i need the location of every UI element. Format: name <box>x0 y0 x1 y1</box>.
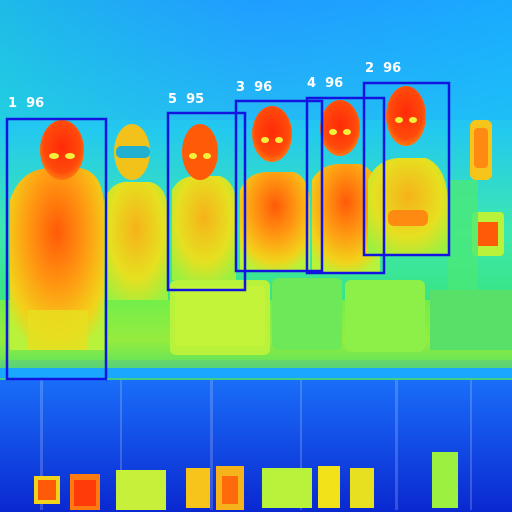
person-2 <box>368 86 448 254</box>
person-5 <box>172 124 236 280</box>
person-unlabeled <box>104 124 168 300</box>
detection-label: 1 96 <box>8 96 44 111</box>
detection-box <box>5 117 108 381</box>
detection-label: 3 96 <box>236 80 272 95</box>
detection-5: 5 95 <box>166 92 247 292</box>
detection-box <box>234 99 324 273</box>
detection-3: 3 96 <box>234 80 324 273</box>
detection-4: 4 96 <box>305 76 386 275</box>
equipment-right <box>448 120 504 290</box>
detection-box <box>305 96 386 275</box>
detection-overlay: 1 96 5 95 3 96 4 96 2 96 <box>5 61 451 381</box>
detection-2: 2 96 <box>362 61 451 257</box>
detection-box <box>166 111 247 292</box>
detection-box <box>362 81 451 257</box>
detection-label: 4 96 <box>307 76 343 91</box>
person-3 <box>240 106 310 270</box>
detection-label: 2 96 <box>365 61 401 76</box>
detection-label: 5 95 <box>168 92 204 107</box>
detection-1: 1 96 <box>5 96 108 381</box>
floor-objects <box>34 452 458 510</box>
person-1 <box>10 120 104 350</box>
